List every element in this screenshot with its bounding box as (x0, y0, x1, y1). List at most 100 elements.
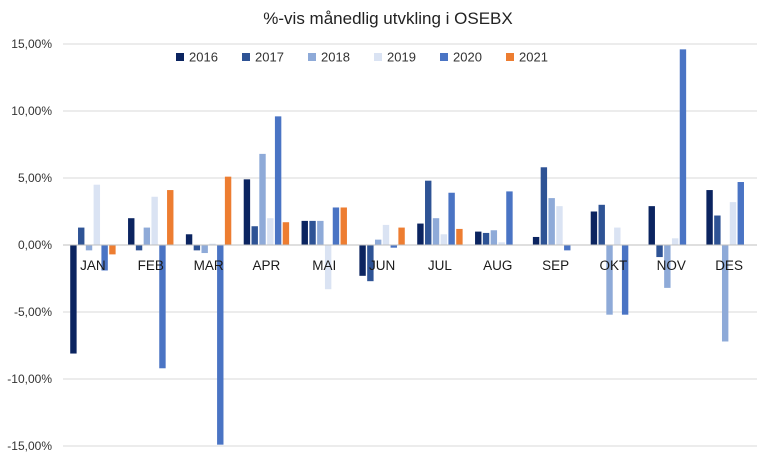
bar-2017-jul (425, 180, 432, 245)
bar-2017-feb (135, 245, 143, 251)
bar-2020-aug (506, 191, 513, 245)
bar-2016-apr (243, 179, 251, 245)
legend-swatch (374, 53, 382, 61)
bar-2016-jul (417, 223, 424, 245)
bar-2018-sep (548, 198, 555, 245)
bars (70, 49, 744, 445)
bar-2018-apr (259, 153, 266, 245)
bar-2021-feb (167, 190, 174, 245)
bar-2017-mai (309, 220, 316, 245)
bar-2018-aug (490, 230, 498, 245)
bar-2018-jun (374, 239, 382, 245)
bar-2018-okt (606, 245, 613, 315)
bar-2016-aug (475, 231, 482, 245)
x-category-label: MAR (194, 258, 224, 273)
bar-2020-des (737, 182, 744, 245)
x-category-label: OKT (600, 258, 628, 273)
bar-2019-mai (324, 245, 332, 290)
legend-label: 2020 (453, 50, 482, 65)
bar-2017-mar (193, 245, 201, 251)
bar-2017-nov (656, 245, 663, 258)
bar-2018-feb (143, 227, 151, 245)
legend-item: 2016 (176, 50, 218, 65)
bar-2016-des (706, 190, 713, 245)
bar-2016-jun (359, 245, 366, 276)
bar-2016-okt (590, 211, 598, 245)
bar-2018-mar (201, 245, 208, 254)
bar-2018-nov (664, 245, 671, 288)
grid-lines (63, 43, 757, 447)
y-tick-label: -10,00% (7, 372, 52, 386)
y-tick-label: 10,00% (11, 104, 52, 118)
axis: 15,00% 10,00% 5,00% 0,00% -5,00% -10,00% -15,0… (7, 37, 757, 453)
bar-2016-nov (648, 206, 655, 245)
bar-2019-feb (151, 196, 158, 245)
bar-2019-jan (93, 184, 101, 245)
bar-2021-mai (340, 207, 347, 245)
bar-2017-jun (367, 245, 374, 282)
bar-2017-sep (540, 167, 548, 245)
x-category-label: JUL (428, 258, 452, 273)
y-tick-label: 15,00% (11, 37, 52, 51)
y-tick-label: 0,00% (18, 238, 52, 252)
legend-label: 2016 (189, 50, 218, 65)
x-category-label: AUG (483, 258, 512, 273)
bar-2019-jul (440, 234, 448, 245)
bar-2018-mai (317, 220, 324, 245)
bar-2021-mar (224, 176, 232, 245)
bar-2020-jan (101, 245, 108, 271)
x-category-label: MAI (312, 258, 336, 273)
bar-2018-jan (85, 245, 93, 251)
bar-2017-jan (78, 227, 85, 245)
bar-2020-mai (332, 207, 340, 245)
bar-2017-okt (598, 204, 605, 245)
legend-swatch (176, 53, 184, 61)
legend-label: 2019 (387, 50, 416, 65)
x-category-label: NOV (657, 258, 686, 273)
bar-2019-okt (614, 227, 621, 245)
bar-2020-apr (274, 116, 282, 245)
x-category-label: DES (715, 258, 743, 273)
bar-2017-apr (251, 226, 258, 245)
bar-2019-sep (556, 206, 563, 245)
legend-label: 2021 (519, 50, 548, 65)
legend-swatch (440, 53, 448, 61)
x-category-label: APR (253, 258, 281, 273)
legend-item: 2018 (308, 50, 350, 65)
bar-2016-sep (532, 236, 540, 245)
legend: 2016 2017 2018 2019 2020 2021 (176, 50, 548, 65)
bar-2019-jun (382, 224, 390, 245)
x-category-label: JAN (80, 258, 106, 273)
bar-2019-des (729, 202, 737, 245)
bar-2020-sep (564, 245, 571, 251)
bar-2017-aug (482, 232, 490, 245)
y-tick-label: 5,00% (18, 171, 52, 185)
bar-2021-jul (456, 228, 463, 245)
bar-2016-mai (301, 220, 308, 245)
bar-2020-nov (679, 49, 687, 245)
bar-2021-jan (109, 245, 116, 255)
bar-2019-aug (498, 242, 505, 245)
bar-2018-jul (432, 218, 440, 245)
bar-2019-nov (671, 238, 679, 245)
bar-2016-feb (128, 218, 135, 245)
bar-2018-des (721, 245, 729, 342)
bar-2020-feb (159, 245, 166, 369)
x-category-label: SEP (542, 258, 569, 273)
bar-2019-mar (209, 243, 216, 245)
bar-2020-jul (448, 192, 455, 245)
y-tick-label: -5,00% (14, 305, 52, 319)
bar-2016-mar (185, 234, 193, 245)
legend-swatch (506, 53, 514, 61)
legend-swatch (242, 53, 250, 61)
bar-2016-jan (70, 245, 77, 354)
bar-2017-des (714, 215, 721, 245)
bar-2020-mar (217, 245, 224, 445)
x-category-label: FEB (138, 258, 164, 273)
bar-2020-okt (621, 245, 629, 315)
bar-2021-apr (282, 222, 290, 245)
bar-2021-jun (398, 227, 405, 245)
y-tick-label: -15,00% (7, 439, 52, 453)
